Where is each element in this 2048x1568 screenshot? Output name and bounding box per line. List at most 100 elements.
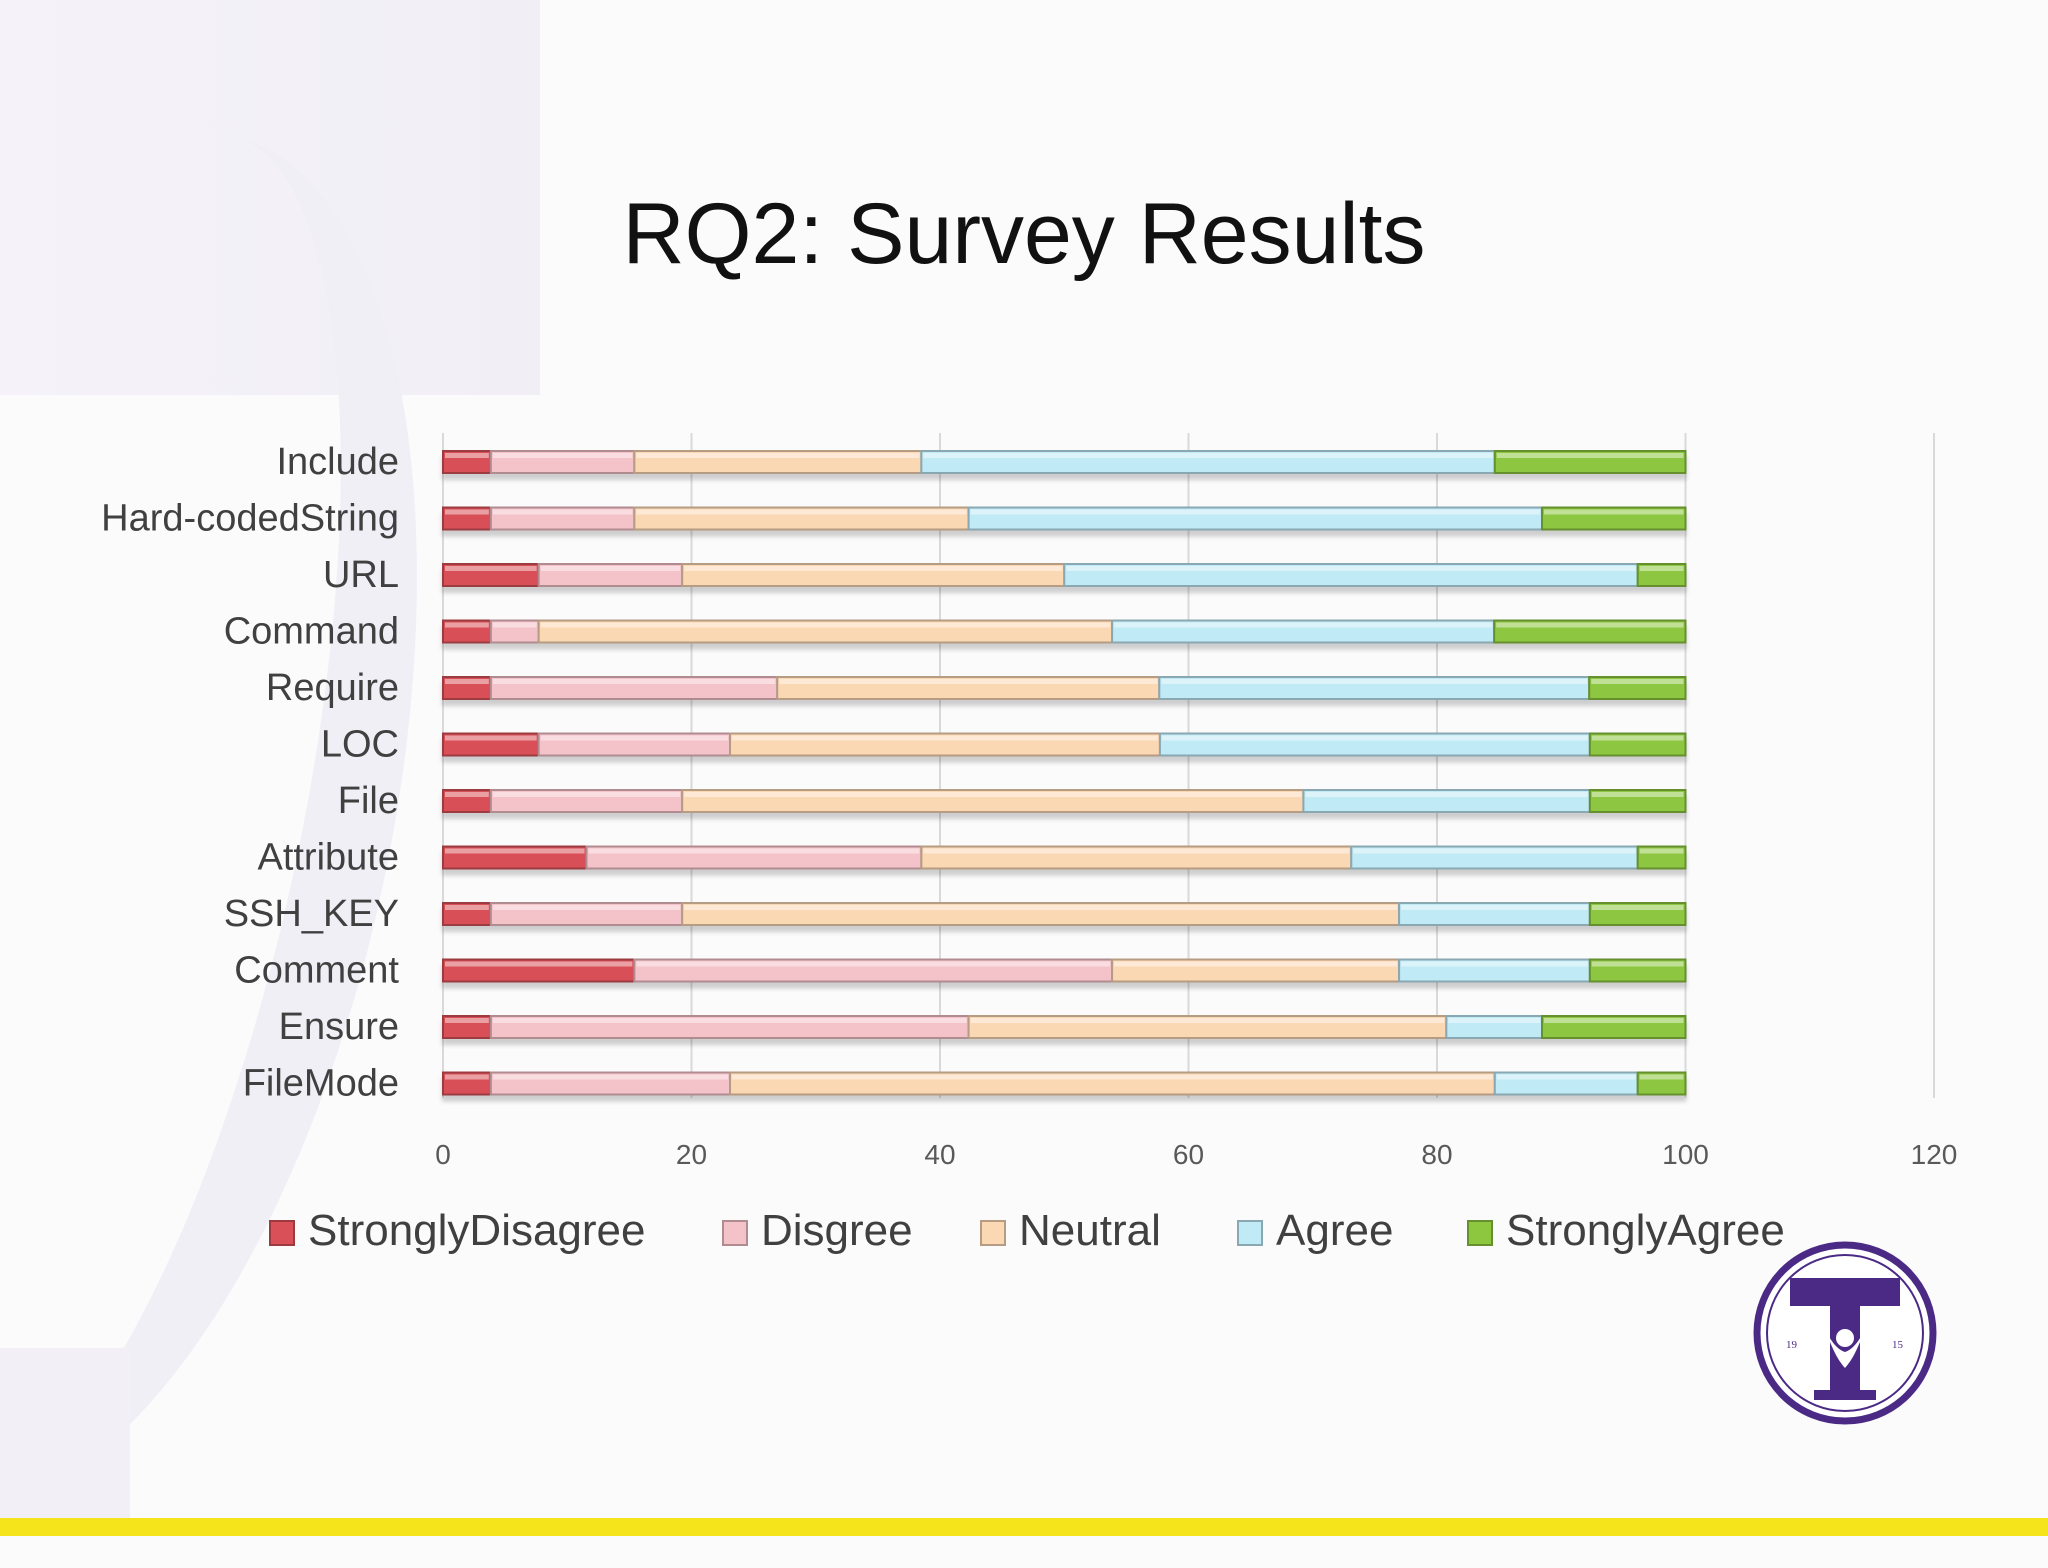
legend-swatch [722,1220,748,1246]
bar-highlight [445,905,489,910]
legend-label: StronglyAgree [1506,1206,1785,1255]
y-axis-labels: Include Hard-codedString URL Command Require… [101,441,399,1105]
y-category-label: Command [224,611,399,653]
legend-label: StronglyDisagree [308,1206,646,1255]
background-decoration-corner [0,1348,130,1518]
bar-highlight [1448,1018,1540,1023]
bar-highlight [1114,622,1493,628]
x-tick-label: 60 [1173,1139,1204,1170]
legend-swatch [980,1220,1006,1246]
bar-highlight [1353,848,1636,854]
bar-highlight [1591,679,1684,684]
stacked-bar-chart: Include Hard-codedString URL Command Require… [101,433,1957,1255]
bar-row-ensure [442,1015,1687,1039]
bar-highlight [540,566,681,571]
bar-row-attribute [442,845,1687,870]
legend-label: Disgree [761,1206,913,1255]
bar-row-ssh-key [442,902,1687,926]
bar-highlight [1591,905,1684,910]
bar-highlight [492,1074,729,1080]
bar-row-command [442,619,1687,644]
bar-highlight [492,622,537,628]
bar-highlight [588,848,920,854]
bar-highlight [445,1018,489,1023]
bar-highlight [732,735,1158,741]
bar-highlight [445,679,489,684]
bar-highlight [540,735,729,741]
grid-lines [442,433,1935,1098]
bar-highlight [1639,1074,1684,1080]
y-category-label: FileMode [243,1063,399,1105]
bar-highlight [923,848,1350,854]
bar-highlight [445,566,537,571]
legend-swatch [269,1220,295,1246]
x-tick-label: 40 [924,1139,955,1170]
bar-highlight [1161,735,1588,741]
bar-highlight [492,509,633,515]
bar-highlight [636,509,967,515]
y-category-label: Comment [234,950,399,992]
bar-highlight [445,848,585,854]
legend-label: Agree [1276,1206,1393,1255]
legend-label: Neutral [1019,1206,1161,1255]
bar-row-require [442,676,1687,700]
bar-highlight [492,679,776,684]
legend-item-disgree: Disgree [722,1206,913,1255]
x-tick-label: 100 [1662,1139,1709,1170]
y-category-label: URL [323,554,399,596]
bar-highlight [636,453,920,458]
x-tick-label: 80 [1421,1139,1452,1170]
bar-row-url [442,563,1687,587]
bar-highlight [1591,792,1684,797]
bar-highlight [492,453,633,458]
bar-highlight [492,905,681,910]
legend-swatch [1467,1220,1493,1246]
bar-highlight [684,905,1398,910]
y-category-label: Require [266,667,399,709]
x-tick-label: 120 [1911,1139,1958,1170]
bar-highlight [445,453,489,458]
bar-highlight [1496,622,1684,628]
bar-highlight [779,679,1158,684]
bar-highlight [1543,509,1684,515]
bar-highlight [1543,1018,1684,1023]
bar-row-file [442,789,1687,813]
bar-highlight [1496,1074,1636,1080]
y-category-label: Hard-codedString [101,498,399,540]
bar-highlight [1639,848,1684,854]
bar-highlight [445,509,489,515]
bar-highlight [445,792,489,797]
bar-highlight [445,1074,489,1080]
background-decoration-block [0,0,540,395]
bar-highlight [492,1018,967,1023]
legend-item-neutral: Neutral [980,1206,1161,1255]
bar-highlight [1591,961,1684,967]
legend-item-stronglydisagree: StronglyDisagree [269,1206,646,1255]
bar-highlight [1066,566,1636,571]
bar-highlight [1401,961,1588,967]
legend-swatch [1237,1220,1263,1246]
seal-year-right: 15 [1892,1339,1904,1351]
bar-highlight [1401,905,1588,910]
footer-stripe [0,1518,2048,1536]
x-axis-labels: 0 20 40 60 80 100 120 [435,1139,1957,1170]
y-category-label: Attribute [257,837,399,879]
bar-highlight [970,1018,1445,1023]
bar-highlight [684,792,1302,797]
bar-row-hard-codedstring [442,506,1687,531]
y-category-label: SSH_KEY [224,893,399,935]
seal-year-left: 19 [1786,1339,1798,1351]
y-category-label: Ensure [279,1006,399,1048]
bar-row-comment [442,958,1687,983]
bar-highlight [636,961,1111,967]
bar-highlight [1639,566,1684,571]
bar-highlight [970,509,1540,515]
bar-highlight [684,566,1063,571]
y-category-label: LOC [321,724,399,766]
x-tick-label: 0 [435,1139,451,1170]
bar-highlight [1161,679,1588,684]
bar-highlight [445,622,489,628]
legend-item-agree: Agree [1237,1206,1393,1255]
legend: StronglyDisagree Disgree Neutral Agree Stron… [269,1206,1785,1255]
y-category-label: File [338,780,399,822]
